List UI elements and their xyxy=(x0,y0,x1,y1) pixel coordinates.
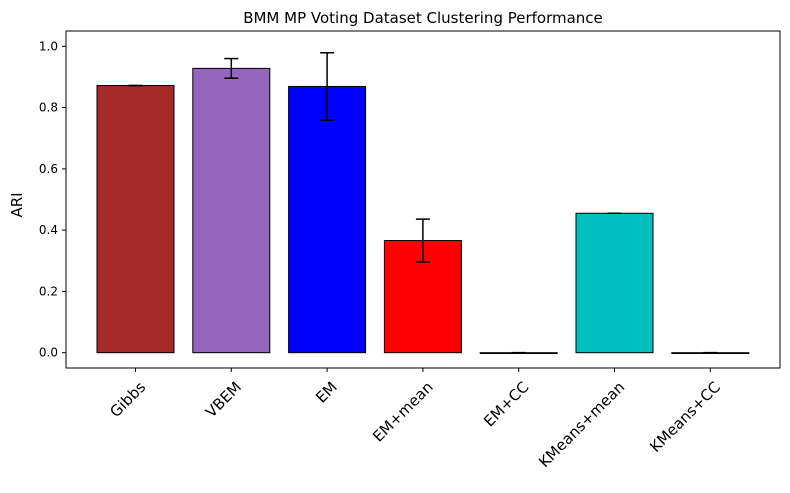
x-tick-label: VBEM xyxy=(202,378,245,421)
errorbar xyxy=(224,57,239,79)
x-tick-label: KMeans+CC xyxy=(646,378,724,456)
chart-title: BMM MP Voting Dataset Clustering Perform… xyxy=(243,9,603,27)
y-axis-label: ARI xyxy=(8,192,26,217)
x-tick-label: EM+CC xyxy=(480,378,532,430)
y-tick-label: 0.6 xyxy=(39,162,58,176)
plot-frame xyxy=(65,30,781,369)
x-tick-label: Gibbs xyxy=(106,378,149,421)
x-tick-label: EM xyxy=(312,378,341,407)
bar-vbem xyxy=(192,67,271,354)
y-axis: 0.0 0.2 0.4 0.6 0.8 1.0 xyxy=(39,39,66,360)
bar-gibbs xyxy=(96,85,175,354)
errorbar xyxy=(320,52,335,121)
y-tick-label: 0.2 xyxy=(39,284,58,298)
bar-kmeans-mean xyxy=(575,212,654,354)
x-tick-label: KMeans+mean xyxy=(535,378,628,471)
y-tick-label: 0.4 xyxy=(39,223,58,237)
errorbar xyxy=(415,218,430,263)
errorbars-group xyxy=(128,52,718,354)
y-tick-label: 1.0 xyxy=(39,39,58,53)
x-tick-label: EM+mean xyxy=(369,378,437,446)
y-tick-label: 0.8 xyxy=(39,101,58,115)
bars-group xyxy=(96,67,750,354)
bar-em xyxy=(288,85,367,354)
y-tick-label: 0.0 xyxy=(39,346,58,360)
x-axis: Gibbs VBEM EM EM+mean EM+CC KMeans+mean KMeans… xyxy=(106,368,724,471)
